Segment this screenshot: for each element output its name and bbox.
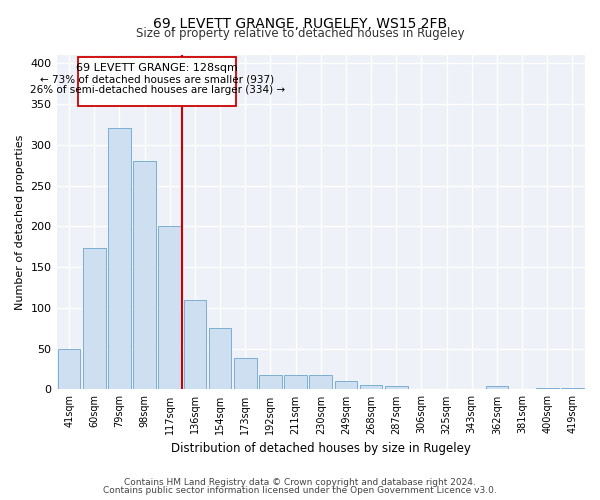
Bar — [209, 328, 232, 390]
Bar — [561, 388, 584, 390]
Text: 69, LEVETT GRANGE, RUGELEY, WS15 2FB: 69, LEVETT GRANGE, RUGELEY, WS15 2FB — [153, 18, 447, 32]
Bar — [284, 374, 307, 390]
Bar — [158, 226, 181, 390]
Bar — [335, 382, 357, 390]
Text: ← 73% of detached houses are smaller (937): ← 73% of detached houses are smaller (93… — [40, 74, 274, 85]
Bar — [83, 248, 106, 390]
Bar — [360, 384, 382, 390]
X-axis label: Distribution of detached houses by size in Rugeley: Distribution of detached houses by size … — [171, 442, 471, 455]
Text: 69 LEVETT GRANGE: 128sqm: 69 LEVETT GRANGE: 128sqm — [76, 63, 238, 73]
Bar — [385, 386, 407, 390]
Bar — [184, 300, 206, 390]
Bar — [485, 386, 508, 390]
Bar — [259, 374, 282, 390]
FancyBboxPatch shape — [78, 56, 236, 106]
Y-axis label: Number of detached properties: Number of detached properties — [15, 134, 25, 310]
Text: Contains public sector information licensed under the Open Government Licence v3: Contains public sector information licen… — [103, 486, 497, 495]
Bar — [234, 358, 257, 390]
Bar — [133, 161, 156, 390]
Bar — [536, 388, 559, 390]
Text: Contains HM Land Registry data © Crown copyright and database right 2024.: Contains HM Land Registry data © Crown c… — [124, 478, 476, 487]
Text: 26% of semi-detached houses are larger (334) →: 26% of semi-detached houses are larger (… — [29, 85, 285, 95]
Bar — [58, 348, 80, 390]
Bar — [310, 374, 332, 390]
Text: Size of property relative to detached houses in Rugeley: Size of property relative to detached ho… — [136, 28, 464, 40]
Bar — [108, 128, 131, 390]
